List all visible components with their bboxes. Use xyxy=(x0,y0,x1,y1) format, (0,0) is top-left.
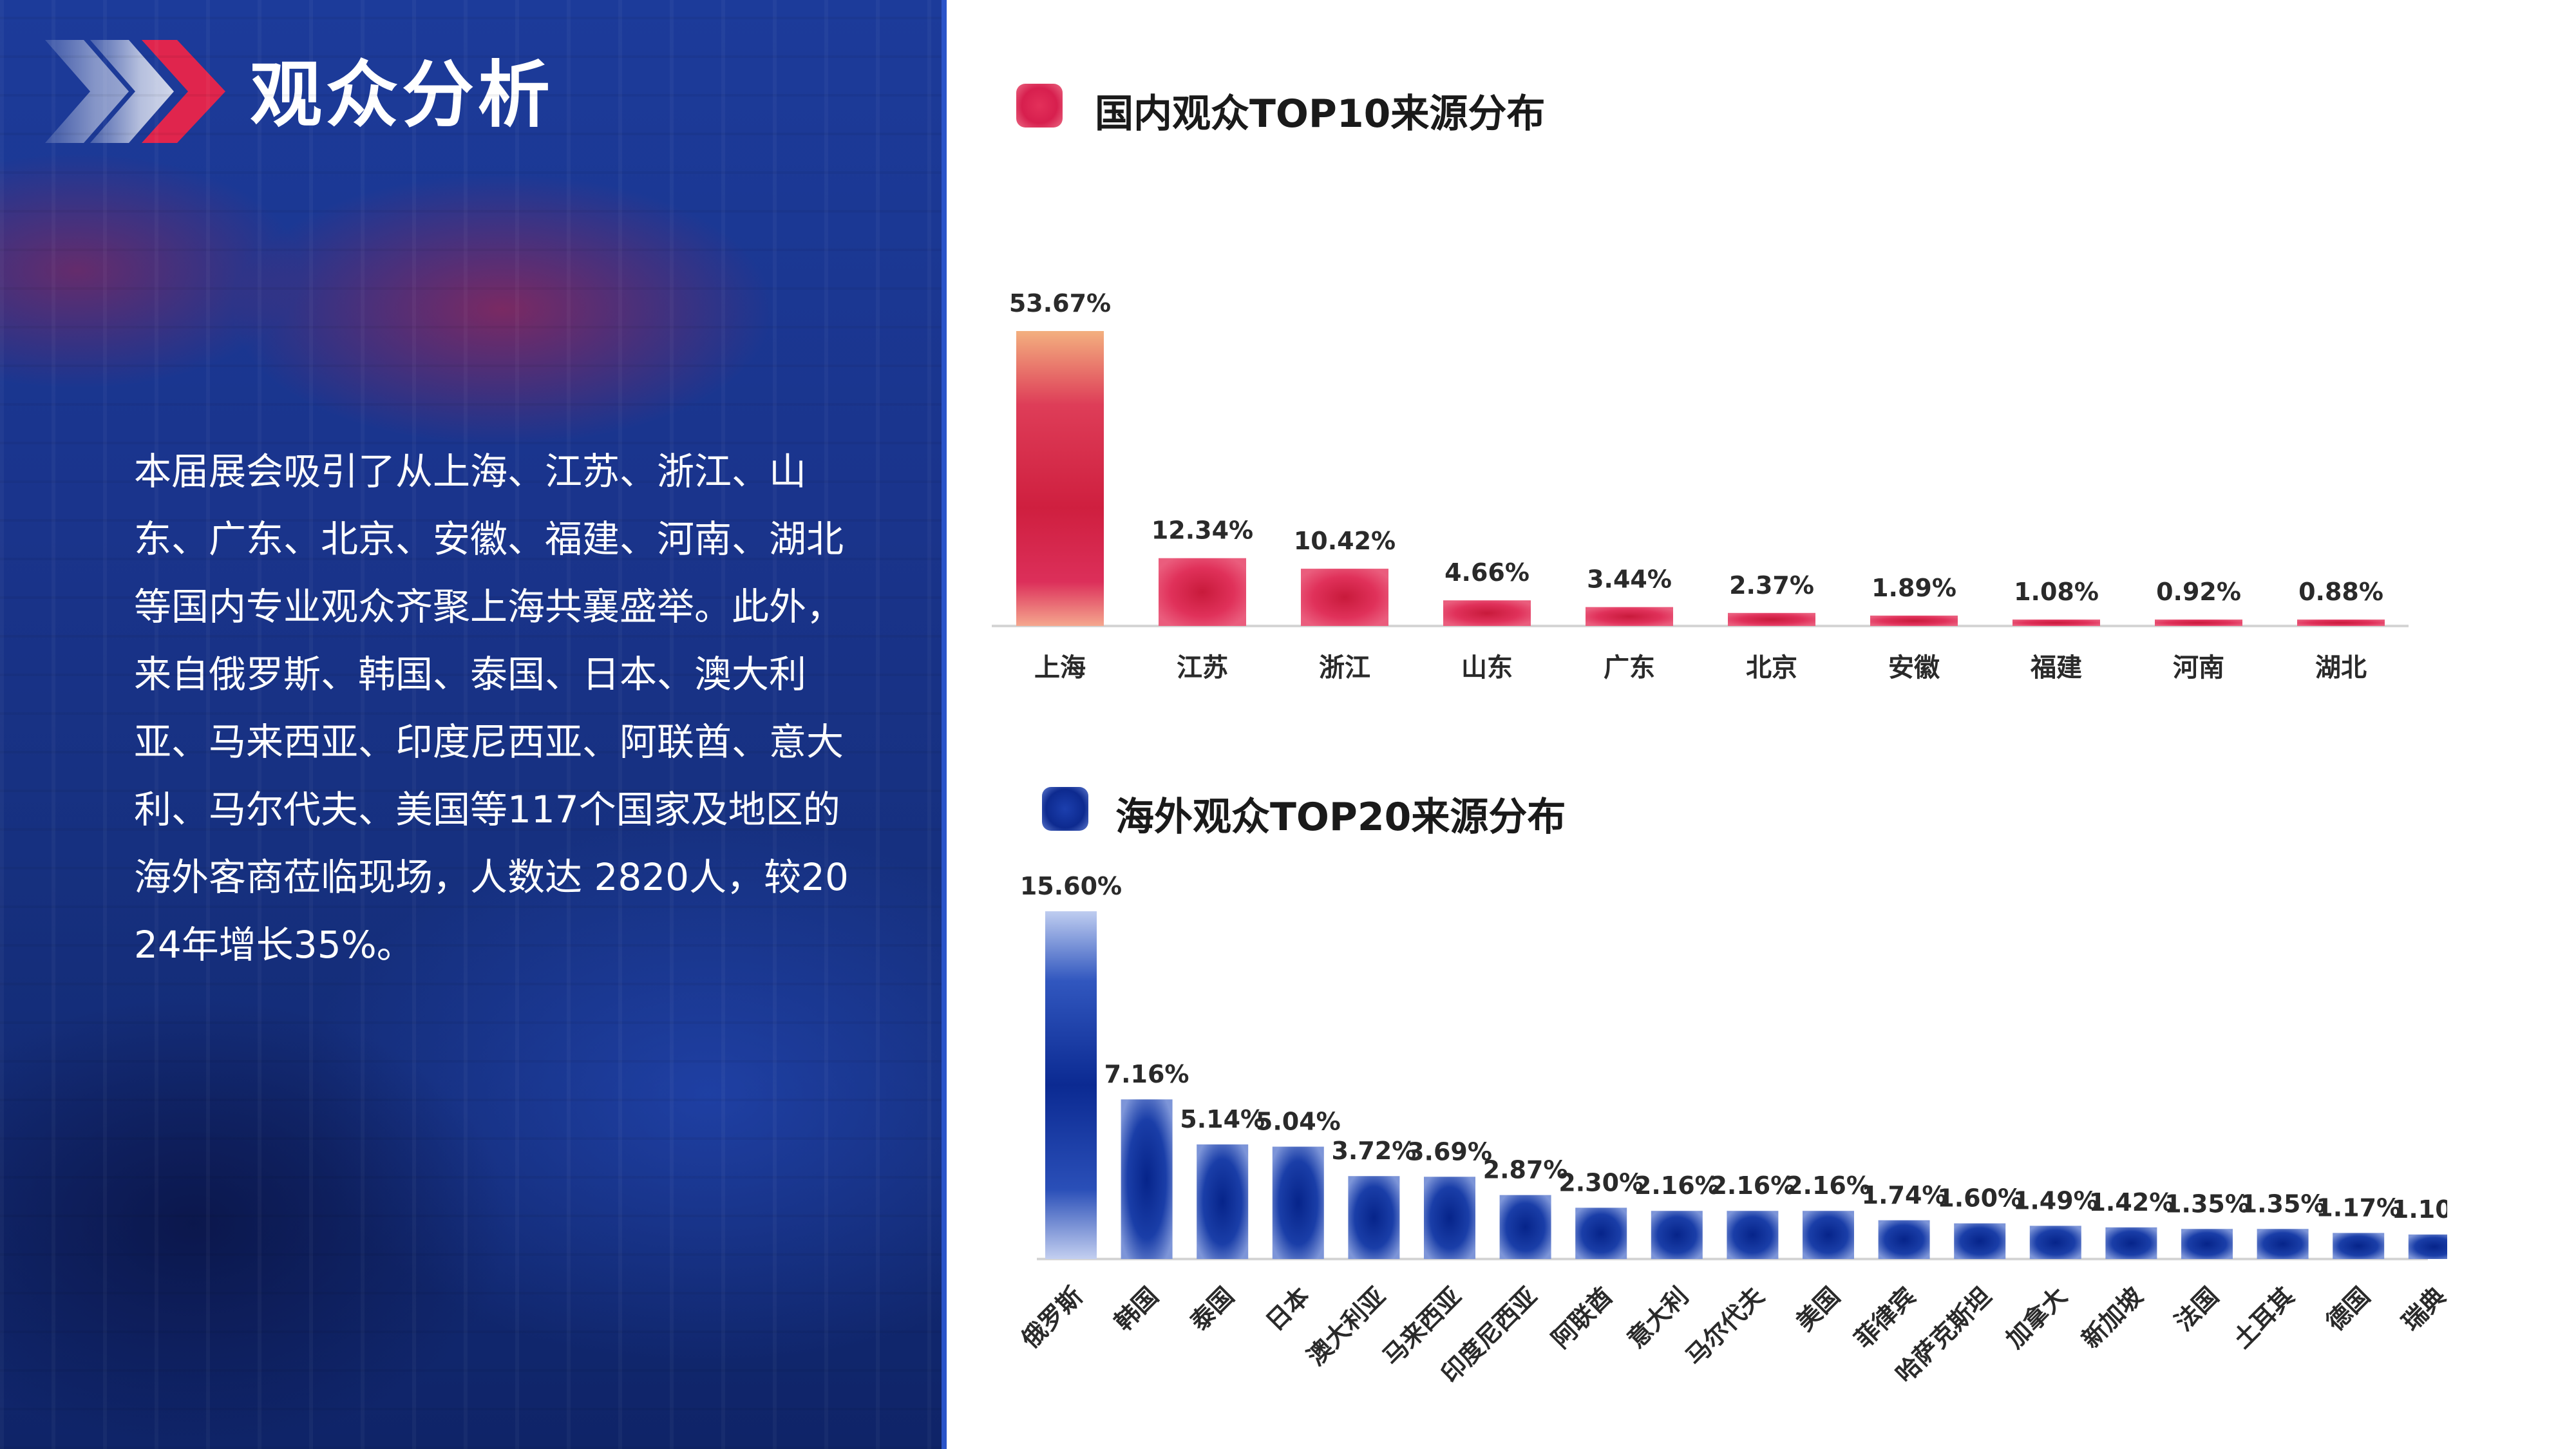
bar-上海 xyxy=(1016,331,1104,626)
value-label: 1.08% xyxy=(2014,578,2099,606)
bar-韩国 xyxy=(1121,1099,1173,1259)
domestic-chart-title: 国内观众TOP10来源分布 xyxy=(1095,91,1546,137)
value-label: 2.87% xyxy=(1483,1156,1568,1184)
category-label: 马尔代夫 xyxy=(1680,1282,1770,1371)
value-label: 1.42% xyxy=(2088,1188,2174,1217)
value-label: 7.16% xyxy=(1104,1060,1189,1088)
value-label: 2.16% xyxy=(1710,1171,1795,1200)
category-label: 新加坡 xyxy=(2076,1282,2148,1354)
category-label: 韩国 xyxy=(1109,1282,1164,1336)
bar-印度尼西亚 xyxy=(1499,1195,1551,1259)
category-label: 菲律宾 xyxy=(1849,1282,1921,1354)
bar-俄罗斯 xyxy=(1045,911,1097,1259)
value-label: 1.60% xyxy=(1937,1184,2022,1213)
category-label: 福建 xyxy=(2030,653,2082,683)
bar-法国 xyxy=(2181,1229,2233,1259)
value-label: 1.49% xyxy=(2013,1186,2098,1215)
value-label: 5.04% xyxy=(1256,1108,1341,1136)
category-label: 瑞典 xyxy=(2396,1282,2447,1336)
value-label: 0.88% xyxy=(2298,578,2383,606)
category-label: 浙江 xyxy=(1319,653,1370,683)
bar-瑞典 xyxy=(2408,1234,2447,1259)
bar-泰国 xyxy=(1197,1144,1249,1259)
bar-德国 xyxy=(2333,1233,2385,1259)
category-label: 俄罗斯 xyxy=(1016,1282,1088,1354)
value-label: 1.35% xyxy=(2164,1189,2249,1218)
value-label: 10.42% xyxy=(1294,527,1396,555)
bar-湖北 xyxy=(2297,620,2385,626)
bar-澳大利亚 xyxy=(1348,1176,1400,1259)
category-label: 北京 xyxy=(1746,653,1797,683)
category-label: 江苏 xyxy=(1177,653,1228,683)
category-label: 上海 xyxy=(1034,653,1086,683)
value-label: 1.35% xyxy=(2240,1189,2325,1218)
category-label: 意大利 xyxy=(1622,1282,1694,1354)
bar-美国 xyxy=(1803,1211,1854,1259)
value-label: 0.92% xyxy=(2156,578,2241,606)
bar-哈萨克斯坦 xyxy=(1954,1223,2006,1259)
value-label: 12.34% xyxy=(1151,516,1253,545)
category-label: 山东 xyxy=(1461,653,1513,683)
bar-日本 xyxy=(1272,1146,1324,1259)
category-label: 法国 xyxy=(2170,1282,2224,1336)
category-label: 广东 xyxy=(1604,653,1655,683)
chevron-arrows-icon xyxy=(45,40,225,143)
bar-土耳其 xyxy=(2257,1229,2309,1259)
bar-马来西亚 xyxy=(1424,1177,1475,1259)
value-label: 15.60% xyxy=(1020,872,1122,900)
value-label: 3.69% xyxy=(1407,1137,1492,1166)
domestic-chart: 53.67% 上海 12.34% 江苏 10.42% 浙江 4.66% 山东 3.44% 广东 2.… xyxy=(992,289,2409,683)
bar-意大利 xyxy=(1651,1211,1703,1259)
category-label: 澳大利亚 xyxy=(1302,1282,1391,1371)
bar-北京 xyxy=(1728,612,1815,626)
category-label: 阿联酋 xyxy=(1546,1282,1618,1354)
value-label: 53.67% xyxy=(1009,289,1111,317)
value-label: 1.74% xyxy=(1862,1181,1947,1209)
category-label: 土耳其 xyxy=(2228,1282,2300,1354)
value-label: 5.14% xyxy=(1180,1105,1265,1133)
intro-paragraph: 本届展会吸引了从上海、江苏、浙江、山东、广东、北京、安徽、福建、河南、湖北等国内… xyxy=(134,450,849,967)
category-label: 德国 xyxy=(2321,1282,2376,1336)
value-label: 1.89% xyxy=(1871,574,1956,602)
value-label: 2.16% xyxy=(1634,1171,1719,1200)
bar-菲律宾 xyxy=(1878,1220,1930,1259)
value-label: 4.66% xyxy=(1444,558,1530,587)
bar-新加坡 xyxy=(2105,1227,2157,1259)
left-panel: 观众分析 本届展会吸引了从上海、江苏、浙江、山东、广东、北京、安徽、福建、河南、… xyxy=(0,0,947,1449)
panel-divider xyxy=(942,0,947,1449)
value-label: 1.17% xyxy=(2316,1194,2401,1222)
domestic-chart-marker xyxy=(1016,84,1063,128)
bar-加拿大 xyxy=(2029,1226,2081,1259)
overseas-chart: 15.60% 俄罗斯 7.16% 韩国 5.14% 泰国 5.04% 日本 3.72% 澳大利亚 3… xyxy=(1016,872,2447,1388)
category-label: 河南 xyxy=(2173,653,2224,683)
value-label: 3.44% xyxy=(1587,565,1672,594)
category-label: 湖北 xyxy=(2315,653,2367,683)
category-label: 加拿大 xyxy=(2000,1282,2072,1354)
category-label: 安徽 xyxy=(1888,653,1940,683)
overseas-chart-marker xyxy=(1042,787,1088,831)
overseas-chart-title: 海外观众TOP20来源分布 xyxy=(1115,795,1566,840)
value-label: 2.37% xyxy=(1729,571,1814,600)
bar-广东 xyxy=(1586,607,1673,626)
value-label: 2.16% xyxy=(1786,1171,1871,1200)
bar-浙江 xyxy=(1301,569,1388,626)
category-label: 美国 xyxy=(1791,1282,1846,1336)
bar-马尔代夫 xyxy=(1727,1211,1779,1259)
category-label: 日本 xyxy=(1260,1282,1315,1336)
bar-福建 xyxy=(2012,620,2100,626)
value-label: 3.72% xyxy=(1331,1137,1416,1165)
value-label: 2.30% xyxy=(1558,1168,1643,1197)
bar-江苏 xyxy=(1159,558,1246,626)
category-label: 泰国 xyxy=(1185,1282,1240,1336)
bar-山东 xyxy=(1443,600,1531,626)
page-title: 观众分析 xyxy=(250,53,554,137)
bar-河南 xyxy=(2155,620,2242,626)
value-label: 1.10% xyxy=(2392,1195,2447,1224)
bar-安徽 xyxy=(1870,615,1958,626)
bar-阿联酋 xyxy=(1575,1208,1627,1259)
